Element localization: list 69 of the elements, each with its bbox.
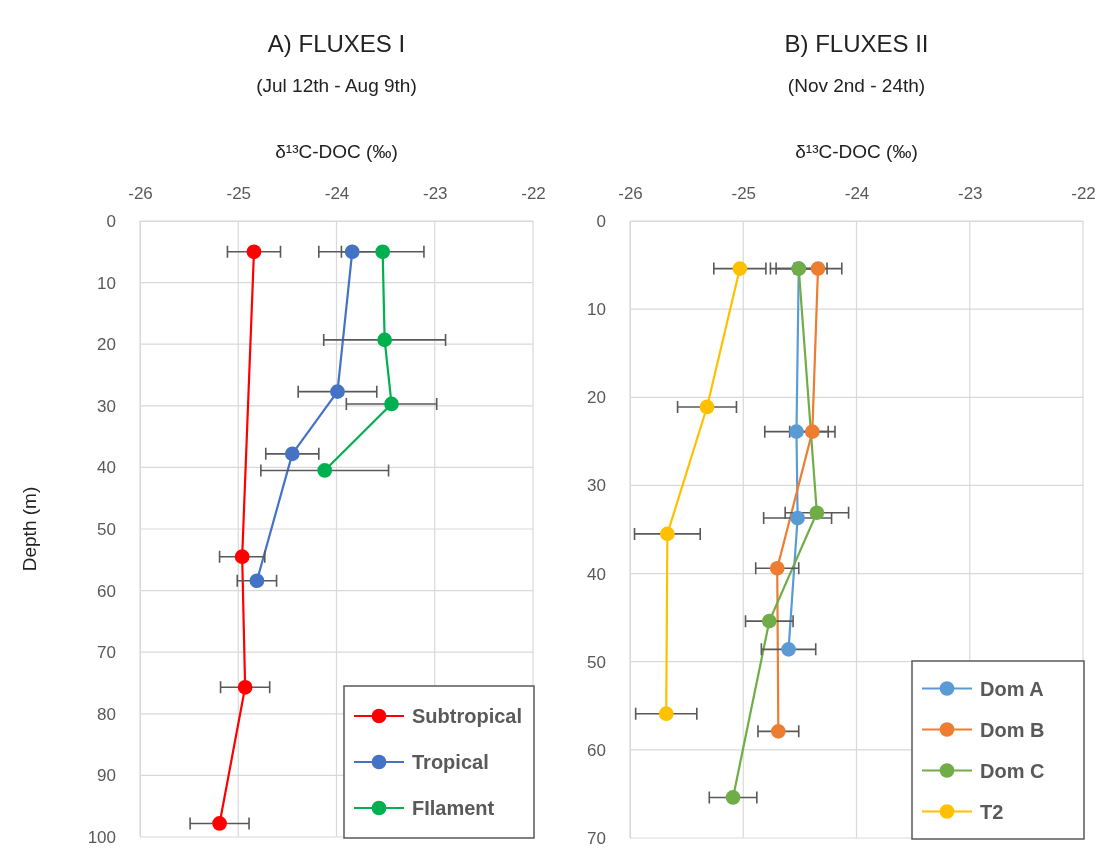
y-tick-label: 20 xyxy=(97,335,116,355)
x-tick-label: -25 xyxy=(731,184,757,203)
point xyxy=(284,446,300,462)
y-tick-label: 70 xyxy=(587,828,606,848)
y-tick-label: 40 xyxy=(97,458,116,478)
y-tick-label: 100 xyxy=(87,827,116,847)
x-tick-label: -22 xyxy=(521,184,546,203)
y-tick-label: 50 xyxy=(587,652,606,672)
x-tick-label: -24 xyxy=(844,184,870,203)
x-tick-label: -23 xyxy=(422,184,448,203)
y-tick-label: 10 xyxy=(97,273,116,293)
x-tick-label: -26 xyxy=(618,184,643,203)
point xyxy=(732,261,748,276)
legend-label: Subtropical xyxy=(412,705,523,727)
y-tick-label: 90 xyxy=(97,766,116,786)
legend-label: Tropical xyxy=(412,751,489,773)
point xyxy=(790,510,805,526)
point xyxy=(658,706,674,722)
point xyxy=(212,816,227,831)
y-tick-label: 0 xyxy=(106,211,116,231)
y-tick-label: 60 xyxy=(587,740,606,760)
point xyxy=(234,549,250,565)
point xyxy=(246,244,262,260)
point xyxy=(317,463,333,478)
legend-label: Dom C xyxy=(980,759,1045,782)
point xyxy=(660,526,675,542)
legend-label: Dom B xyxy=(980,718,1045,741)
x-tick-label: -23 xyxy=(957,184,983,203)
y-tick-label: 70 xyxy=(97,643,116,663)
x-axis-title: δ¹³C-DOC (‰) xyxy=(275,141,398,162)
y-axis-title: Depth (m) xyxy=(19,486,40,572)
legend-label: T2 xyxy=(980,800,1004,823)
y-tick-label: 10 xyxy=(587,300,606,320)
chart-title: B) FLUXES II xyxy=(784,30,929,57)
point xyxy=(810,261,826,276)
point xyxy=(330,384,345,399)
chart-subtitle: (Nov 2nd - 24th) xyxy=(787,75,926,96)
x-tick-label: -25 xyxy=(226,184,252,203)
point xyxy=(781,642,796,657)
chart-subtitle: (Jul 12th - Aug 9th) xyxy=(256,75,417,96)
y-tick-label: 40 xyxy=(587,564,606,584)
y-tick-label: 30 xyxy=(97,396,116,416)
point xyxy=(237,679,253,695)
x-tick-label: -22 xyxy=(1071,184,1096,203)
point xyxy=(375,244,391,260)
point xyxy=(771,724,786,739)
point xyxy=(809,505,825,521)
y-tick-label: 0 xyxy=(596,211,606,231)
x-axis-title: δ¹³C-DOC (‰) xyxy=(795,141,918,162)
point xyxy=(377,332,392,348)
x-tick-label: -26 xyxy=(128,184,153,203)
point xyxy=(344,244,360,260)
y-tick-label: 60 xyxy=(97,581,116,601)
point xyxy=(769,560,785,576)
point xyxy=(761,613,777,629)
chart-title: A) FLUXES I xyxy=(267,30,406,57)
point xyxy=(804,424,820,439)
y-tick-label: 50 xyxy=(97,519,116,539)
point xyxy=(384,396,399,412)
y-tick-label: 30 xyxy=(587,476,606,496)
point xyxy=(249,573,265,589)
legend-label: Dom A xyxy=(980,677,1044,700)
point xyxy=(699,399,715,415)
point xyxy=(789,424,804,439)
y-tick-label: 80 xyxy=(97,704,116,724)
x-tick-label: -24 xyxy=(324,184,350,203)
point xyxy=(725,790,741,805)
y-tick-label: 20 xyxy=(587,388,606,408)
legend-label: FIlament xyxy=(412,797,495,819)
